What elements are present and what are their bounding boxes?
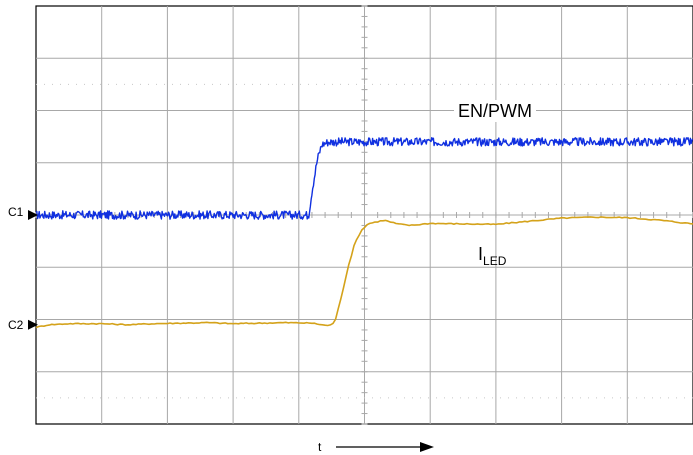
annotation-i-led: ILED xyxy=(478,244,507,268)
channel-marker-c2-label: C2 xyxy=(8,318,24,332)
x-axis-arrow-head xyxy=(420,442,434,452)
annotation-en-pwm-background xyxy=(454,100,536,122)
grid xyxy=(35,5,693,425)
series-line-en-pwm xyxy=(35,136,693,220)
channel-marker-c1-arrow xyxy=(28,210,38,220)
annotation-en-pwm: EN/PWM xyxy=(458,101,532,121)
series-line-i-led xyxy=(35,216,693,329)
annotation-i-led-main: I xyxy=(478,244,483,264)
x-axis-label: t xyxy=(318,440,322,454)
channel-marker-c2-arrow xyxy=(28,319,38,330)
annotation-i-led-subscript: LED xyxy=(483,254,507,268)
channel-marker-c1-label: C1 xyxy=(8,205,24,219)
traces xyxy=(35,136,693,329)
